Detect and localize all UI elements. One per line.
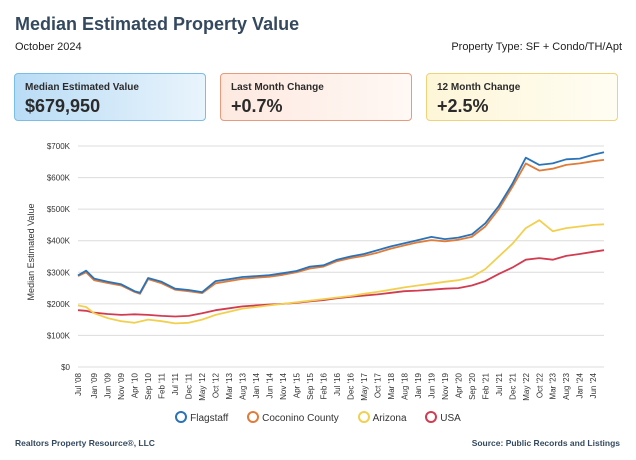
median-value-card: Median Estimated Value $679,950: [14, 73, 206, 121]
y-tick-label: $400K: [47, 237, 71, 246]
legend-label-flagstaff: Flagstaff: [190, 413, 229, 424]
y-axis-ticks: $0 $100K $200K $300K $400K $500K $600K $700K: [47, 142, 71, 372]
y-tick-label: $700K: [47, 142, 71, 151]
y-tick-label: $100K: [47, 331, 71, 340]
x-tick-label: Jul '16: [333, 372, 342, 395]
x-tick-label: Nov '19: [441, 372, 450, 399]
x-tick-label: Jan '19: [414, 372, 423, 398]
x-tick-label: Apr '20: [454, 372, 463, 398]
x-tick-label: Sep '15: [306, 372, 315, 399]
series-line-coconino-county: [77, 159, 605, 295]
x-tick-label: Jul '21: [495, 372, 504, 395]
chart-legend: Flagstaff Coconino County Arizona USA: [0, 411, 636, 424]
x-tick-label: Aug '23: [562, 372, 571, 399]
x-tick-label: Jul '08: [74, 372, 83, 395]
x-tick-label: Aug '13: [239, 372, 248, 399]
x-tick-label: Jan '09: [90, 372, 99, 398]
x-tick-label: Apr '15: [292, 372, 301, 398]
x-tick-label: Nov '14: [279, 372, 288, 399]
x-tick-label: Jun '24: [589, 372, 598, 398]
property-value-line-chart: Median Estimated Value $0 $100K $200K $300K…: [26, 142, 605, 401]
legend-label-arizona: Arizona: [372, 413, 407, 424]
last-month-change-value: +0.7%: [231, 96, 283, 116]
x-tick-label: Jul '11: [171, 372, 180, 395]
x-tick-label: Nov '09: [117, 372, 126, 399]
x-tick-label: Dec '11: [185, 372, 194, 399]
x-tick-label: Dec '21: [508, 372, 517, 399]
y-tick-label: $600K: [47, 174, 71, 183]
footer-source: Source: Public Records and Listings: [471, 438, 620, 448]
legend-item-usa: USA: [425, 411, 461, 424]
y-tick-label: $0: [61, 363, 70, 372]
x-tick-label: Jan '14: [252, 372, 261, 398]
last-month-change-label: Last Month Change: [231, 82, 324, 93]
legend-marker-coconino-county: [247, 411, 260, 423]
page-title: Median Estimated Property Value: [15, 14, 300, 34]
legend-item-coconino-county: Coconino County: [247, 411, 339, 424]
y-tick-label: $500K: [47, 205, 71, 214]
x-tick-label: Feb '16: [319, 372, 328, 399]
x-tick-label: Oct '22: [535, 372, 544, 398]
twelve-month-change-card: 12 Month Change +2.5%: [426, 73, 618, 121]
x-tick-label: Dec '16: [346, 372, 355, 399]
twelve-month-change-value: +2.5%: [437, 96, 489, 116]
legend-item-flagstaff: Flagstaff: [175, 411, 228, 424]
x-tick-label: Apr '10: [131, 372, 140, 398]
grid-lines: [78, 145, 604, 368]
legend-marker-usa: [425, 411, 438, 423]
report-date: October 2024: [15, 41, 82, 53]
x-tick-label: May '12: [198, 372, 207, 400]
x-tick-label: Feb '21: [481, 372, 490, 399]
x-tick-label: May '22: [522, 372, 531, 400]
x-tick-label: May '17: [360, 372, 369, 400]
x-tick-label: Jan '24: [576, 372, 585, 398]
last-month-change-card: Last Month Change +0.7%: [220, 73, 412, 121]
x-tick-label: Oct '12: [212, 372, 221, 398]
legend-label-coconino-county: Coconino County: [262, 413, 339, 424]
y-axis-title: Median Estimated Value: [26, 204, 36, 301]
x-tick-label: Sep '10: [144, 372, 153, 399]
x-tick-label: Sep '20: [468, 372, 477, 399]
property-type-label: Property Type: SF + Condo/TH/Apt: [451, 41, 622, 53]
x-tick-label: Mar '23: [549, 372, 558, 399]
legend-label-usa: USA: [440, 413, 461, 424]
x-tick-label: Mar '13: [225, 372, 234, 399]
x-tick-label: Oct '17: [373, 372, 382, 398]
series-lines: [77, 151, 605, 325]
footer-provider: Realtors Property Resource®, LLC: [15, 438, 155, 448]
median-value-amount: $679,950: [25, 96, 101, 116]
x-axis-ticks: Jul '08 Jan '09 Jun '09 Nov '09 Apr '10 Sep '…: [74, 372, 598, 400]
legend-marker-flagstaff: [175, 411, 188, 423]
x-tick-label: Jun '14: [266, 372, 275, 398]
x-tick-label: Jun '09: [104, 372, 113, 398]
legend-item-arizona: Arizona: [357, 411, 407, 424]
twelve-month-change-label: 12 Month Change: [437, 82, 521, 93]
series-line-arizona: [77, 219, 605, 325]
x-tick-label: Jun '19: [427, 372, 436, 398]
series-line-flagstaff: [77, 151, 605, 294]
y-tick-label: $200K: [47, 300, 71, 309]
legend-marker-arizona: [357, 411, 370, 423]
x-tick-label: Aug '18: [400, 372, 409, 399]
x-tick-label: Feb '11: [158, 372, 167, 398]
median-value-label: Median Estimated Value: [25, 82, 139, 93]
x-tick-label: Mar '18: [387, 372, 396, 399]
y-tick-label: $300K: [47, 268, 71, 277]
